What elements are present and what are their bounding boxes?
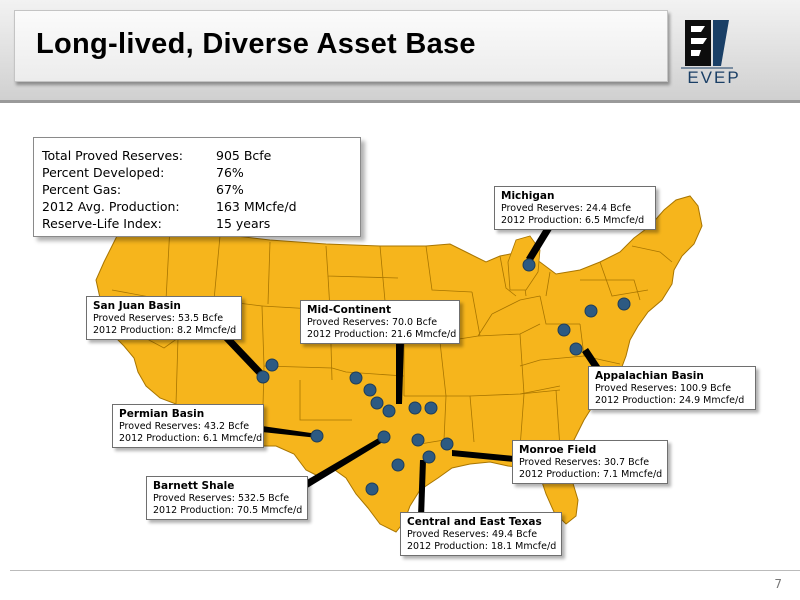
callout-production: 2012 Production: 6.1 Mmcfe/d: [119, 433, 263, 444]
callout-production: 2012 Production: 8.2 Mmcfe/d: [93, 325, 237, 336]
header-divider: [0, 100, 800, 103]
callout-title: San Juan Basin: [93, 300, 181, 312]
callout-mid-continent: Mid-Continent Proved Reserves: 70.0 Bcfe…: [300, 300, 460, 344]
callout-production: 2012 Production: 7.1 Mmcfe/d: [519, 469, 663, 480]
leader-permian: [262, 426, 318, 438]
summary-label: Percent Gas:: [42, 182, 122, 197]
callout-production: 2012 Production: 70.5 Mmcfe/d: [153, 505, 303, 516]
callout-reserves: Proved Reserves: 53.5 Bcfe: [93, 313, 224, 324]
summary-box: Total Proved Reserves: 905 Bcfe Percent …: [33, 137, 361, 237]
summary-value: 905 Bcfe: [216, 148, 272, 163]
logo-text: EVEP: [687, 68, 741, 87]
callout-title: Michigan: [501, 190, 555, 202]
callout-san-juan-basin: San Juan Basin Proved Reserves: 53.5 Bcf…: [86, 296, 242, 340]
asset-marker: [349, 371, 363, 385]
leader-central-east-texas: [418, 460, 426, 518]
asset-marker: [377, 430, 391, 444]
asset-marker: [391, 458, 405, 472]
slide-title: Long-lived, Diverse Asset Base: [36, 28, 476, 60]
callout-reserves: Proved Reserves: 30.7 Bcfe: [519, 457, 650, 468]
asset-marker: [522, 258, 536, 272]
title-bar: [14, 10, 668, 82]
asset-marker: [365, 482, 379, 496]
page-number: 7: [774, 577, 782, 591]
asset-marker: [557, 323, 571, 337]
summary-label: 2012 Avg. Production:: [42, 199, 180, 214]
asset-marker: [370, 396, 384, 410]
callout-barnett-shale: Barnett Shale Proved Reserves: 532.5 Bcf…: [146, 476, 308, 520]
asset-marker: [411, 433, 425, 447]
leader-barnett: [300, 436, 386, 490]
asset-marker: [584, 304, 598, 318]
summary-label: Reserve-Life Index:: [42, 216, 162, 231]
asset-marker: [363, 383, 377, 397]
callout-permian-basin: Permian Basin Proved Reserves: 43.2 Bcfe…: [112, 404, 264, 448]
callout-title: Appalachian Basin: [595, 370, 704, 382]
callout-production: 2012 Production: 6.5 Mmcfe/d: [501, 215, 645, 226]
callout-reserves: Proved Reserves: 49.4 Bcfe: [407, 529, 538, 540]
asset-marker: [440, 437, 454, 451]
leader-michigan: [526, 222, 554, 262]
summary-value: 163 MMcfe/d: [216, 199, 297, 214]
callout-reserves: Proved Reserves: 43.2 Bcfe: [119, 421, 250, 432]
callout-production: 2012 Production: 24.9 Mmcfe/d: [595, 395, 745, 406]
asset-marker: [617, 297, 631, 311]
summary-label: Total Proved Reserves:: [42, 148, 183, 163]
leader-mid-continent: [396, 342, 404, 404]
callout-reserves: Proved Reserves: 70.0 Bcfe: [307, 317, 438, 328]
summary-label: Percent Developed:: [42, 165, 165, 180]
callout-central-and-east-texas: Central and East Texas Proved Reserves: …: [400, 512, 562, 556]
summary-value: 76%: [216, 165, 244, 180]
callout-reserves: Proved Reserves: 532.5 Bcfe: [153, 493, 290, 504]
callout-title: Permian Basin: [119, 408, 205, 420]
callout-title: Barnett Shale: [153, 480, 235, 492]
leader-monroe: [452, 450, 514, 462]
callout-monroe-field: Monroe Field Proved Reserves: 30.7 Bcfe …: [512, 440, 668, 484]
callout-reserves: Proved Reserves: 100.9 Bcfe: [595, 383, 732, 394]
callout-title: Mid-Continent: [307, 304, 392, 316]
callout-appalachian-basin: Appalachian Basin Proved Reserves: 100.9…: [588, 366, 756, 410]
asset-marker: [265, 358, 279, 372]
asset-marker: [256, 370, 270, 384]
callout-title: Central and East Texas: [407, 516, 542, 528]
asset-marker: [424, 401, 438, 415]
asset-marker: [310, 429, 324, 443]
footer-divider: [10, 570, 800, 571]
summary-value: 67%: [216, 182, 244, 197]
evep-logo-icon: [681, 20, 733, 69]
asset-marker: [408, 401, 422, 415]
asset-marker: [422, 450, 436, 464]
callout-reserves: Proved Reserves: 24.4 Bcfe: [501, 203, 632, 214]
asset-marker: [382, 404, 396, 418]
callout-production: 2012 Production: 21.6 Mmcfe/d: [307, 329, 457, 340]
asset-marker: [569, 342, 583, 356]
summary-value: 15 years: [216, 216, 271, 231]
callout-production: 2012 Production: 18.1 Mmcfe/d: [407, 541, 557, 552]
callout-michigan: Michigan Proved Reserves: 24.4 Bcfe 2012…: [494, 186, 656, 230]
callout-title: Monroe Field: [519, 444, 597, 456]
leader-san-juan: [222, 334, 266, 378]
